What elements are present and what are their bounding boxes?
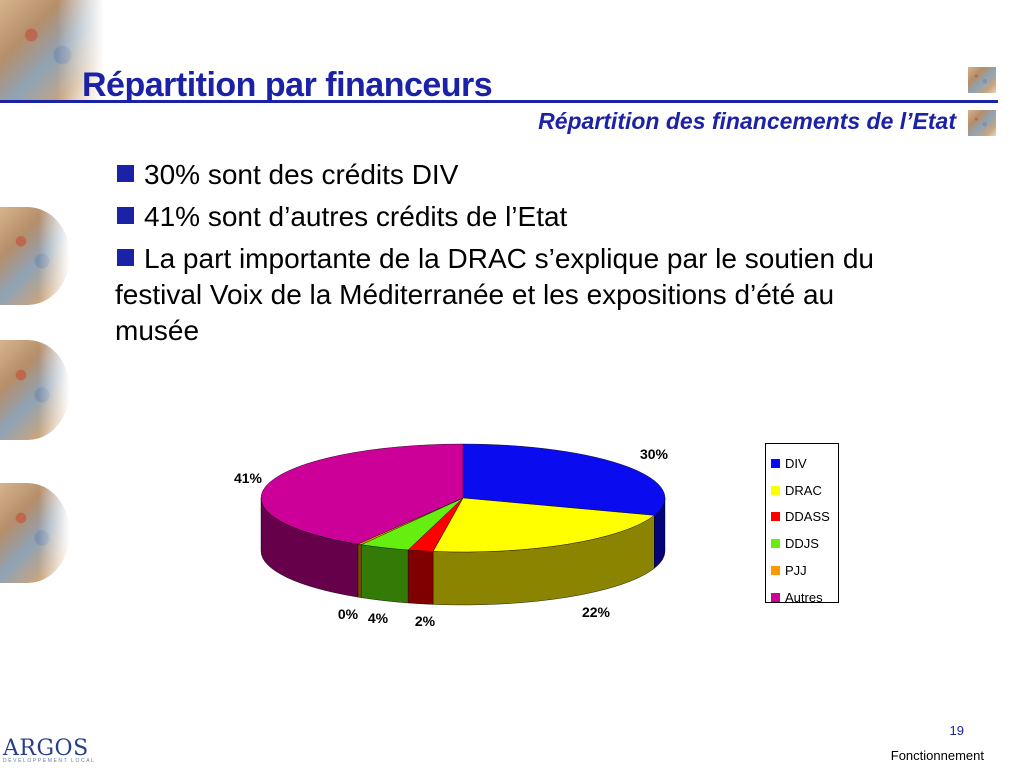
legend-swatch (771, 539, 780, 549)
decorative-photo-left-3 (0, 483, 70, 583)
legend-label: DRAC (785, 482, 822, 498)
decorative-photo-left-2 (0, 340, 70, 440)
pie-label-pjj: 0% (338, 606, 359, 622)
pie-chart: 30% 22% 2% 4% 0% 41% (234, 443, 669, 629)
square-bullet-icon (117, 249, 134, 266)
bullet-list: 30% sont des crédits DIV 41% sont d’autr… (115, 157, 915, 355)
legend-item-drac: DRAC (771, 477, 838, 504)
pie-label-div: 30% (640, 446, 669, 462)
title-rule (0, 100, 998, 103)
legend-swatch (771, 512, 780, 522)
legend-label: DIV (785, 455, 807, 471)
pie-slice-div (462, 443, 666, 516)
legend-label: Autres (785, 589, 823, 605)
legend-item-pjj: PJJ (771, 557, 838, 584)
footer-section-label: Fonctionnement (890, 748, 984, 763)
decorative-photo-right-1 (968, 67, 996, 93)
slide-subtitle: Répartition des financements de l’Etat (538, 108, 956, 134)
legend-label: DDASS (785, 509, 830, 525)
legend-swatch (771, 458, 780, 468)
legend-label: DDJS (785, 536, 819, 552)
pie-label-ddjs: 4% (368, 610, 389, 626)
pie-slice-drac (432, 497, 655, 553)
slide-title: Répartition par financeurs (82, 66, 493, 104)
decorative-photo-top-left (0, 0, 104, 100)
bullet-item: La part importante de la DRAC s’explique… (115, 243, 874, 346)
page-number: 19 (949, 723, 964, 738)
bullet-item: 41% sont d’autres crédits de l’Etat (115, 199, 915, 235)
pie-label-autres: 41% (234, 470, 263, 486)
decorative-photo-right-2 (968, 110, 996, 136)
legend-item-div: DIV (771, 450, 838, 477)
legend-item-ddass: DDASS (771, 504, 838, 531)
pie-label-drac: 22% (582, 604, 611, 620)
legend-item-autres: Autres (771, 584, 838, 611)
legend-swatch (771, 485, 780, 495)
decorative-photo-left-1 (0, 207, 70, 305)
pie-side-ddjs (360, 544, 409, 604)
chart-legend: DIV DRAC DDASS DDJS PJJ Autres (765, 443, 839, 605)
pie-label-ddass: 2% (415, 613, 436, 629)
bullet-item: 30% sont des crédits DIV (115, 157, 915, 193)
legend-label: PJJ (785, 563, 807, 579)
pie-slice-autres (260, 443, 464, 545)
pie-side-pjj (357, 543, 362, 598)
pie-side-ddass (407, 549, 434, 605)
legend-swatch (771, 592, 780, 602)
legend-item-ddjs: DDJS (771, 530, 838, 557)
square-bullet-icon (117, 207, 134, 224)
square-bullet-icon (117, 165, 134, 182)
argos-logo: ARGOS DEVELOPPEMENT LOCAL (3, 736, 96, 764)
legend-swatch (771, 566, 780, 576)
